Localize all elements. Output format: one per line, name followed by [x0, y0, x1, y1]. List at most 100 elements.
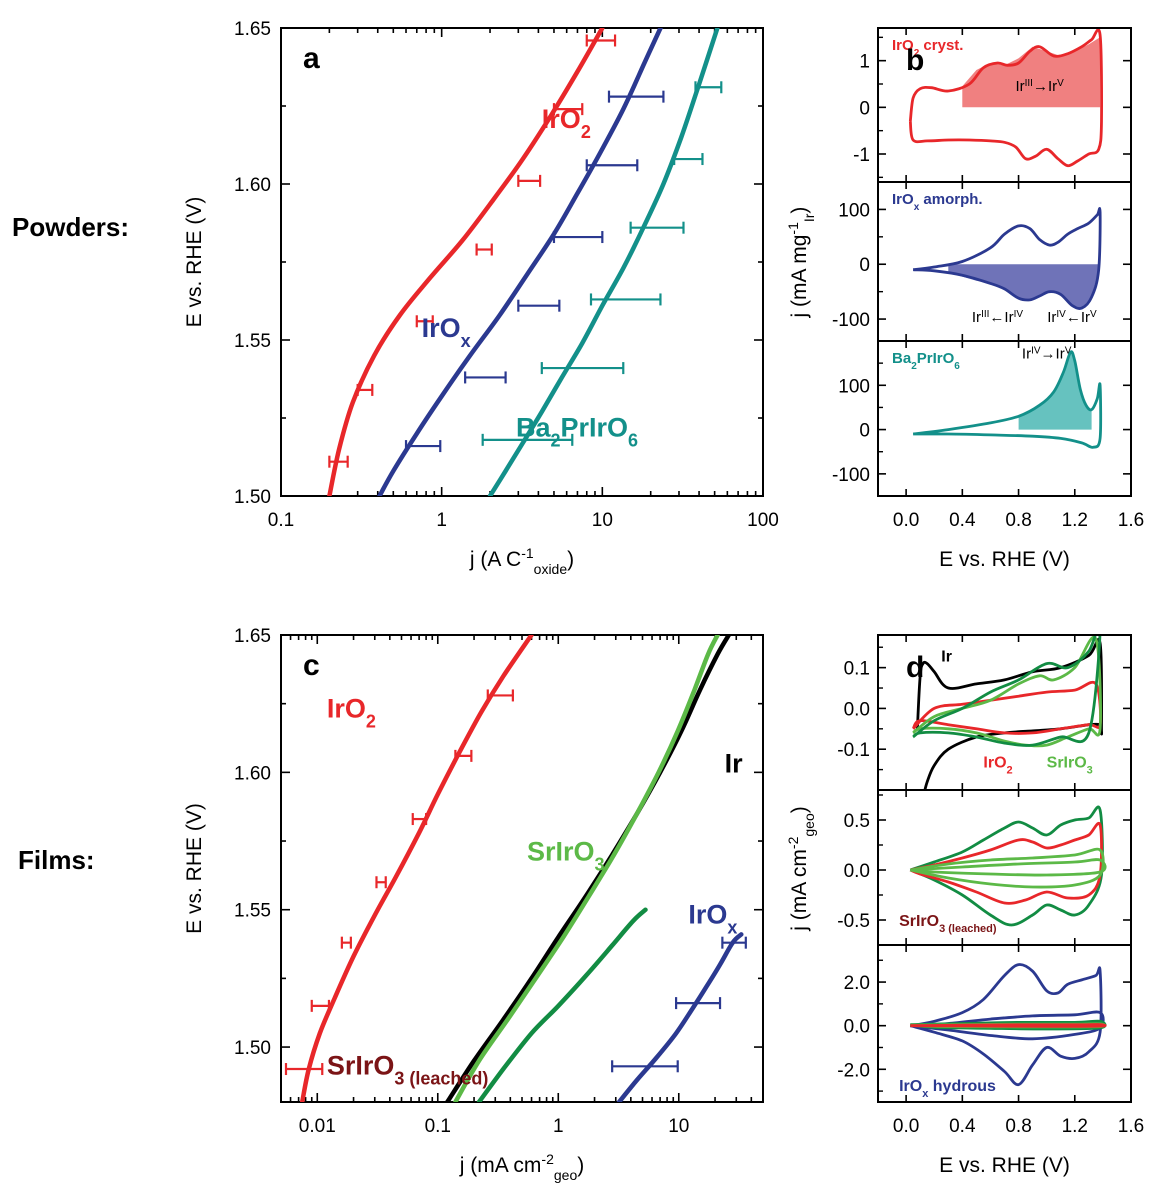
subpanel-label-b-2-part: x: [914, 202, 920, 213]
y-axis-label-b-part: ): [788, 207, 811, 214]
x-axis-label-d-part: E vs. RHE (V): [939, 1154, 1070, 1177]
y-tick-label-d-part: 2.0: [844, 973, 870, 994]
y-tick-label-c-part: 1.60: [234, 763, 271, 784]
row-label-powders: Powders:: [12, 212, 130, 242]
redox-annotation-b-part: →Ir: [1033, 78, 1057, 95]
subpanel-label-b-1: IrO2 cryst.: [892, 37, 963, 59]
x-axis-label-d: E vs. RHE (V): [939, 1154, 1070, 1177]
redox-annotation-b-part: III: [981, 308, 989, 319]
x-axis-label-c-part: ): [577, 1154, 584, 1177]
y-tick-label-b-part: 100: [838, 200, 870, 221]
redox-annotation-b: IrIV→IrV: [1022, 345, 1072, 363]
y-axis-label-b: j (mA mg-1Ir): [785, 207, 817, 319]
y-tick-label-a: 1.55: [234, 331, 271, 352]
y-tick-label-d-part: -0.5: [837, 911, 870, 932]
y-tick-label-a-part: 1.65: [234, 19, 271, 40]
series-label-a-Ba2PrIrO6-part: Ba: [516, 413, 551, 443]
redox-annotation-b-part: V: [1065, 345, 1072, 356]
series-label-c-SrIrO3_leached-part: 3 (leached): [394, 1069, 488, 1089]
series-label-a-IrOx: IrOx: [422, 313, 471, 351]
trace-label-d-part: x: [922, 1088, 929, 1100]
series-line-c-IrO2: [299, 635, 534, 1102]
cv-trace-d-3-2: [910, 1010, 1105, 1041]
y-tick-label-b-part: 100: [838, 376, 870, 397]
y-axis-label-d-part: -2: [785, 836, 801, 849]
y-tick-label-b: 0: [859, 98, 870, 119]
x-axis-label-a: j (A C-1oxide): [469, 545, 574, 577]
y-tick-label-d-part: -0.1: [837, 740, 870, 761]
x-tick-label-d-part: 1.6: [1118, 1116, 1144, 1137]
redox-annotation-b-part: IV: [1014, 308, 1024, 319]
y-tick-label-b: 0: [859, 255, 870, 276]
subpanel-series-b-2: [912, 207, 1102, 310]
panel-label-a-part: a: [303, 42, 320, 75]
cv-trace-d-1-4: [912, 635, 1102, 747]
x-tick-label-c-part: 0.01: [299, 1116, 336, 1137]
y-tick-label-d: -0.5: [837, 911, 870, 932]
panel-a: 0.1 1 10 100 1.50 1.55 1.60 1.65 j (A C-1oxide) E…: [183, 19, 779, 577]
y-tick-label-a: 1.65: [234, 19, 271, 40]
y-tick-label-b-part: 1: [859, 52, 870, 73]
trace-label-d-part: SrIrO: [899, 913, 939, 930]
y-tick-label-c: 1.55: [234, 901, 271, 922]
y-tick-label-d: 0.5: [844, 811, 870, 832]
subpanel-label-b-3-part: PrIrO: [917, 350, 955, 367]
x-tick-label-d: 0.8: [1005, 1116, 1031, 1137]
trace-label-d-part: IrO: [983, 755, 1006, 772]
x-tick-label-d-part: 0.8: [1005, 1116, 1031, 1137]
y-tick-label-d: 0.0: [844, 1017, 870, 1038]
series-label-c-SrIrO3: SrIrO3: [527, 836, 605, 874]
x-tick-label-d: 0.0: [893, 1116, 919, 1137]
subpanel-d-1: -0.1 0.0 0.1 Ir IrO2 SrIrO3 d: [837, 634, 1132, 791]
redox-annotation-b-part: ←Ir: [989, 309, 1013, 326]
y-axis-label-a: E vs. RHE (V): [183, 197, 206, 328]
series-line-a-IrOx: [377, 28, 663, 496]
y-tick-label-a: 1.50: [234, 487, 271, 508]
trace-label-d-part: 3: [1087, 765, 1093, 777]
redox-annotation-b-part: Ir: [1015, 78, 1024, 95]
panel-label-a: a: [303, 42, 320, 75]
redox-annotation-b-part: Ir: [1022, 346, 1031, 363]
x-axis-label-c-part: geo: [554, 1167, 578, 1183]
x-axis-label-c: j (mA cm-2geo): [459, 1151, 584, 1183]
y-axis-label-d: j (mA cm-2geo): [785, 806, 817, 931]
x-tick-label-c: 1: [553, 1116, 564, 1137]
y-tick-label-d: -0.1: [837, 740, 870, 761]
x-tick-label-a-part: 1: [436, 510, 447, 531]
x-tick-label-a-part: 0.1: [268, 510, 294, 531]
shaded-area-b-2: [948, 264, 1099, 309]
redox-annotation-b: IrIV←IrV: [1047, 308, 1097, 326]
subpanel-label-b-1-part: cryst.: [919, 37, 963, 54]
x-tick-label-c: 10: [668, 1116, 689, 1137]
subpanel-d-3: -2.0 0.0 2.0 IrOx hydrous: [837, 944, 1132, 1103]
redox-annotation-b-part: →Ir: [1041, 346, 1065, 363]
y-tick-label-b-part: 0: [859, 421, 870, 442]
redox-annotation-b: IrIII→IrV: [1015, 78, 1064, 96]
trace-label-d: IrO2: [983, 755, 1012, 777]
subpanel-label-b-2-part: amorph.: [919, 191, 982, 208]
redox-annotation-b-part: ←Ir: [1066, 309, 1090, 326]
subpanel-label-b-1-part: 2: [914, 48, 920, 59]
y-tick-label-d-part: 0.1: [844, 659, 870, 680]
cv-trace-b-2-1: [912, 207, 1102, 310]
series-label-c-IrOx-part: IrO: [688, 899, 727, 929]
x-tick-label-b-part: 0.8: [1005, 510, 1031, 531]
y-tick-label-a-part: 1.60: [234, 175, 271, 196]
series-label-c-Ir-part: Ir: [725, 748, 744, 778]
y-tick-label-d-part: 0.5: [844, 811, 870, 832]
series-label-c-SrIrO3_leached: SrIrO3 (leached): [327, 1051, 489, 1089]
series-line-c-SrIrO3_leached: [476, 907, 648, 1102]
redox-annotation-b-part: V: [1090, 308, 1097, 319]
series-label-c-IrO2: IrO2: [327, 693, 376, 731]
x-axis-label-c-part: -2: [541, 1151, 554, 1167]
series-label-c-SrIrO3-part: SrIrO: [527, 836, 595, 866]
cv-trace-d-3-1: [909, 963, 1103, 1087]
series-line-c-IrOx: [616, 932, 744, 1102]
series-group-c: [284, 635, 747, 1102]
subpanel-label-b-3-part: 2: [911, 361, 917, 372]
cv-trace-d-3-5: [910, 1023, 1107, 1028]
x-tick-label-d-part: 0.4: [949, 1116, 976, 1137]
series-label-a-Ba2PrIrO6: Ba2PrIrO6: [516, 413, 638, 451]
trace-label-d: SrIrO3 (leached): [899, 913, 997, 935]
subpanel-series-d-2: [909, 805, 1107, 927]
